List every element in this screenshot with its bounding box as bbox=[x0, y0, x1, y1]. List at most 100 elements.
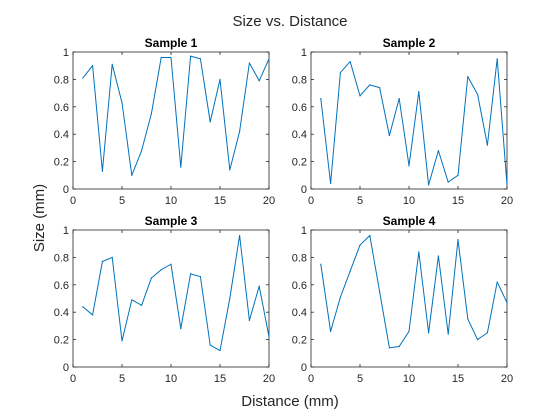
x-tick-label: 5 bbox=[119, 195, 125, 207]
y-tick-label: 0.2 bbox=[54, 335, 69, 347]
subplot-3: Sample 3 0 5 10 15 20 0 0.2 0.4 0.6 0.8 1 bbox=[54, 214, 275, 385]
data-point bbox=[379, 87, 381, 89]
data-point bbox=[349, 60, 351, 63]
y-tick-label: 0.6 bbox=[292, 280, 307, 292]
data-point bbox=[92, 65, 94, 67]
plot-area bbox=[72, 51, 270, 190]
data-point bbox=[457, 174, 459, 176]
data-point bbox=[467, 318, 469, 320]
data-point bbox=[477, 339, 479, 341]
data-point bbox=[170, 263, 172, 265]
y-tick-label: 0 bbox=[301, 184, 307, 196]
data-point bbox=[496, 58, 498, 60]
x-tick-label: 0 bbox=[308, 195, 314, 207]
data-point bbox=[160, 269, 162, 271]
data-point bbox=[180, 166, 182, 168]
data-point bbox=[388, 347, 390, 349]
data-point bbox=[229, 169, 231, 171]
series-line bbox=[320, 58, 508, 186]
y-tick-label: 0 bbox=[301, 362, 307, 374]
figure-xlabel: Distance (mm) bbox=[241, 393, 339, 410]
plot-area bbox=[72, 229, 270, 368]
subplot-title: Sample 4 bbox=[383, 214, 436, 228]
data-point bbox=[379, 291, 381, 293]
data-point bbox=[92, 314, 94, 316]
y-tick-label: 1 bbox=[63, 225, 69, 237]
data-point bbox=[199, 275, 201, 278]
data-point bbox=[457, 238, 459, 241]
subplot-1: Sample 1 0 5 10 15 20 0 0.2 0.4 0.6 0.8 1 bbox=[54, 36, 275, 207]
data-point bbox=[477, 93, 479, 96]
data-point bbox=[141, 304, 143, 306]
data-point bbox=[121, 340, 123, 342]
x-tick-label: 20 bbox=[501, 373, 513, 385]
y-tick-label: 0.6 bbox=[54, 102, 69, 114]
data-point bbox=[467, 76, 469, 78]
data-point bbox=[258, 285, 260, 287]
data-point bbox=[330, 330, 332, 332]
data-point bbox=[141, 150, 143, 152]
data-point bbox=[258, 80, 260, 82]
data-point bbox=[199, 58, 201, 60]
plot-area bbox=[310, 229, 508, 368]
data-point bbox=[219, 349, 221, 352]
data-point bbox=[339, 71, 341, 74]
data-point bbox=[388, 134, 390, 137]
data-point bbox=[418, 251, 420, 253]
data-point bbox=[320, 263, 322, 265]
data-point bbox=[111, 256, 113, 258]
data-point bbox=[330, 182, 332, 185]
data-point bbox=[408, 165, 410, 167]
data-point bbox=[229, 297, 231, 300]
x-tick-label: 20 bbox=[263, 195, 275, 207]
y-tick-label: 0.4 bbox=[54, 307, 69, 319]
x-tick-label: 5 bbox=[357, 373, 363, 385]
data-point bbox=[209, 344, 211, 346]
subplot-title: Sample 2 bbox=[383, 36, 436, 50]
data-point bbox=[111, 63, 113, 65]
data-point bbox=[447, 181, 449, 183]
x-tick-label: 10 bbox=[403, 373, 415, 385]
data-point bbox=[209, 121, 211, 123]
data-point bbox=[248, 62, 250, 64]
y-tick-label: 0.6 bbox=[292, 102, 307, 114]
data-point bbox=[428, 332, 430, 334]
x-tick-label: 15 bbox=[214, 195, 226, 207]
x-tick-label: 15 bbox=[214, 373, 226, 385]
subplot-title: Sample 3 bbox=[145, 214, 198, 228]
x-tick-label: 10 bbox=[403, 195, 415, 207]
y-tick-label: 0.8 bbox=[54, 252, 69, 264]
y-tick-label: 0.4 bbox=[54, 129, 69, 141]
data-point bbox=[82, 306, 84, 308]
y-tick-label: 0.8 bbox=[54, 74, 69, 86]
data-point bbox=[506, 184, 508, 186]
data-point bbox=[408, 330, 410, 332]
subplot-4: Sample 4 0 5 10 15 20 0 0.2 0.4 0.6 0.8 1 bbox=[292, 214, 513, 385]
data-point bbox=[369, 84, 371, 86]
data-point bbox=[496, 281, 498, 283]
y-tick-label: 0.8 bbox=[292, 74, 307, 86]
y-tick-label: 0.8 bbox=[292, 252, 307, 264]
y-tick-label: 1 bbox=[301, 47, 307, 59]
y-tick-label: 1 bbox=[301, 225, 307, 237]
data-point bbox=[101, 170, 103, 172]
x-tick-label: 10 bbox=[165, 373, 177, 385]
x-tick-label: 10 bbox=[165, 195, 177, 207]
data-point bbox=[82, 77, 84, 79]
data-point bbox=[428, 184, 430, 186]
y-tick-label: 1 bbox=[63, 47, 69, 59]
data-point bbox=[268, 336, 270, 338]
figure-title: Size vs. Distance bbox=[232, 13, 347, 30]
data-point bbox=[339, 296, 341, 298]
data-point bbox=[180, 328, 182, 330]
data-point bbox=[248, 319, 250, 322]
data-point bbox=[131, 299, 133, 301]
data-point bbox=[320, 97, 322, 100]
x-tick-label: 0 bbox=[70, 373, 76, 385]
x-tick-label: 0 bbox=[70, 195, 76, 207]
y-tick-label: 0 bbox=[63, 362, 69, 374]
data-point bbox=[190, 55, 192, 57]
x-tick-label: 15 bbox=[452, 373, 464, 385]
subplot-title: Sample 1 bbox=[145, 36, 198, 50]
